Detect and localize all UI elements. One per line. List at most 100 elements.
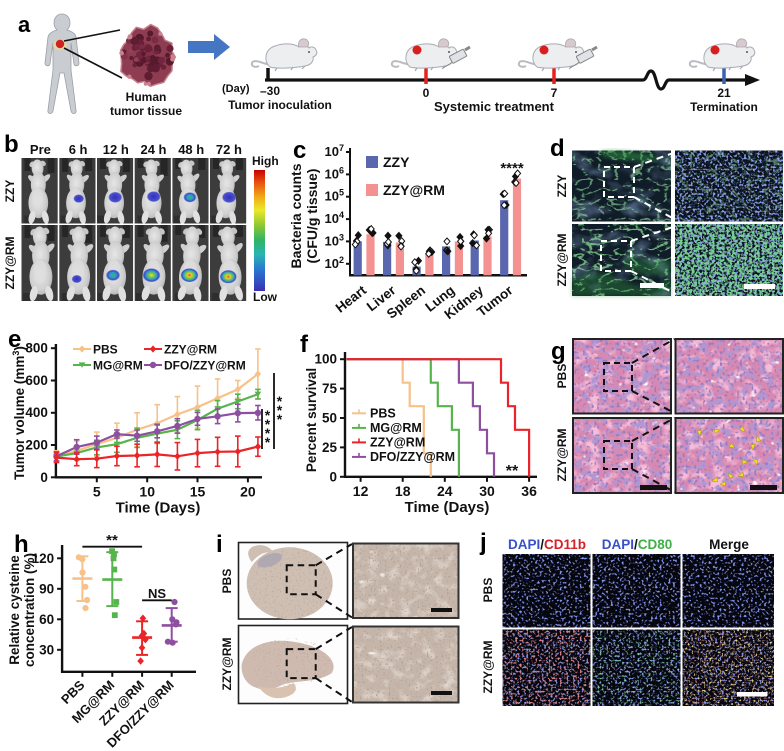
svg-text:a: a [18,12,31,37]
svg-text:100: 100 [314,352,337,367]
svg-text:Merge: Merge [709,537,749,552]
svg-text:106: 106 [325,165,344,181]
svg-text:DFO/ZZY@RM: DFO/ZZY@RM [370,450,455,464]
svg-text:ZZY@RM: ZZY@RM [220,637,234,690]
svg-text:i: i [216,531,223,558]
svg-text:j: j [479,529,487,556]
svg-text:Pre: Pre [30,142,51,157]
svg-text:b: b [4,131,19,158]
svg-text:600: 600 [25,373,48,388]
svg-text:ZZY@RM: ZZY@RM [555,233,569,286]
svg-text:Relative cysteine: Relative cysteine [7,555,22,665]
svg-text:NS: NS [148,586,166,601]
svg-text:PBS: PBS [555,364,569,389]
svg-text:*: * [277,393,283,409]
svg-text:7: 7 [551,86,558,100]
svg-text:High: High [252,154,279,168]
svg-text:24: 24 [437,483,453,499]
svg-text:****: **** [500,160,524,177]
svg-text:g: g [551,338,566,365]
svg-text:75: 75 [322,381,338,396]
svg-text:–30: –30 [260,84,280,98]
svg-text:Bacteria counts: Bacteria counts [288,163,304,268]
svg-text:ZZY@RM: ZZY@RM [370,435,425,449]
svg-text:*: * [277,411,283,427]
svg-text:ZZY@RM: ZZY@RM [164,343,217,357]
svg-text:105: 105 [325,188,344,204]
svg-text:**: ** [506,463,519,480]
svg-text:*: * [265,434,271,450]
svg-text:0: 0 [329,469,337,484]
svg-text:concentration (%): concentration (%) [22,553,37,667]
svg-text:Heart: Heart [333,282,370,315]
svg-text:**: ** [106,532,118,549]
svg-text:PBS: PBS [481,578,495,603]
svg-text:e: e [8,326,21,353]
svg-text:Percent survival: Percent survival [304,368,319,472]
svg-text:72 h: 72 h [216,142,242,157]
svg-text:48 h: 48 h [178,142,204,157]
svg-text:DAPI/CD11b: DAPI/CD11b [508,537,586,552]
svg-text:30: 30 [39,642,54,657]
svg-text:24 h: 24 h [140,142,166,157]
svg-text:(CFU/g tissue): (CFU/g tissue) [304,169,320,264]
svg-text:f: f [300,331,309,358]
svg-text:200: 200 [25,438,48,453]
svg-text:21: 21 [717,86,731,100]
svg-text:107: 107 [325,143,344,159]
svg-text:Time (Days): Time (Days) [116,499,201,516]
svg-text:Time (Days): Time (Days) [405,499,490,516]
svg-text:25: 25 [322,440,338,455]
svg-text:tumor tissue: tumor tissue [110,104,182,118]
svg-text:ZZY: ZZY [383,154,410,170]
svg-text:12 h: 12 h [103,142,129,157]
svg-text:6 h: 6 h [69,142,88,157]
svg-text:*: * [265,416,271,432]
svg-text:Termination: Termination [690,100,758,114]
svg-text:*: * [265,425,271,441]
svg-text:*: * [277,402,283,418]
svg-text:10: 10 [139,483,155,499]
svg-text:30: 30 [479,483,495,499]
svg-text:MG@RM: MG@RM [370,421,422,435]
svg-text:102: 102 [325,255,344,271]
svg-text:PBS: PBS [220,569,234,594]
svg-text:d: d [550,135,565,162]
svg-text:50: 50 [322,411,337,426]
svg-text:12: 12 [353,483,369,499]
svg-text:ZZY: ZZY [3,180,17,203]
svg-text:20: 20 [240,483,256,499]
svg-text:36: 36 [521,483,537,499]
svg-text:Low: Low [253,290,278,304]
svg-text:ZZY@RM: ZZY@RM [383,182,445,198]
svg-text:h: h [14,531,29,558]
svg-text:120: 120 [32,551,55,566]
svg-text:c: c [293,137,306,164]
svg-text:18: 18 [395,483,411,499]
svg-text:ZZY@RM: ZZY@RM [3,236,17,289]
svg-text:MG@RM: MG@RM [93,359,143,373]
svg-text:Human: Human [126,90,167,104]
svg-text:15: 15 [190,483,206,499]
svg-text:DFO/ZZY@RM: DFO/ZZY@RM [164,359,246,373]
svg-text:PBS: PBS [93,343,118,357]
svg-text:60: 60 [39,612,54,627]
svg-text:400: 400 [25,405,48,420]
svg-text:PBS: PBS [370,406,396,420]
svg-text:ZZY@RM: ZZY@RM [555,428,569,481]
svg-text:104: 104 [325,210,344,226]
svg-text:ZZY: ZZY [555,175,569,198]
svg-text:ZZY@RM: ZZY@RM [481,640,495,693]
svg-text:0: 0 [40,470,48,485]
svg-text:90: 90 [39,581,54,596]
svg-text:Tumor inoculation: Tumor inoculation [228,98,332,112]
svg-text:DAPI/CD80: DAPI/CD80 [602,537,673,552]
svg-text:(Day): (Day) [222,83,250,95]
svg-text:0: 0 [423,86,430,100]
svg-text:Systemic treatment: Systemic treatment [434,99,555,114]
svg-text:5: 5 [93,483,101,499]
svg-text:Tumor volume (mm3): Tumor volume (mm3) [11,346,27,480]
svg-text:103: 103 [325,232,344,248]
svg-text:*: * [265,407,271,423]
svg-text:800: 800 [25,341,48,356]
